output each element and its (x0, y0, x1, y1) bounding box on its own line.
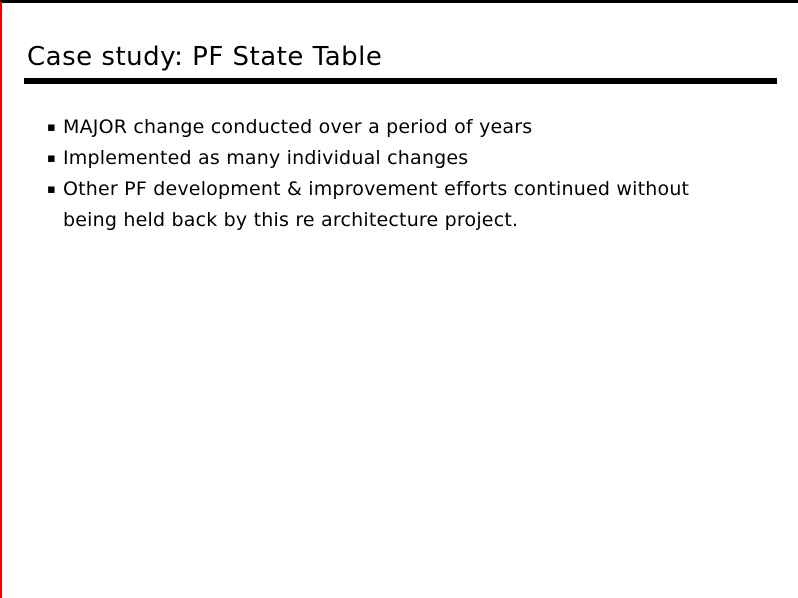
left-accent-line (0, 2, 2, 598)
slide-title: Case study: PF State Table (27, 42, 383, 72)
bullet-text: MAJOR change conducted over a period of … (63, 116, 533, 138)
bullet-item: ▪ Implemented as many individual changes (47, 143, 719, 174)
bullet-item: ▪ Other PF development & improvement eff… (47, 174, 719, 236)
bullet-square-icon: ▪ (47, 182, 57, 197)
top-edge-bar (0, 0, 798, 3)
title-underline-rule (24, 78, 777, 84)
bullet-square-icon: ▪ (47, 120, 57, 135)
bullet-square-icon: ▪ (47, 151, 57, 166)
bullet-list: ▪ MAJOR change conducted over a period o… (47, 112, 719, 236)
bullet-text: Other PF development & improvement effor… (63, 178, 690, 231)
bullet-text: Implemented as many individual changes (63, 147, 469, 169)
bullet-item: ▪ MAJOR change conducted over a period o… (47, 112, 719, 143)
